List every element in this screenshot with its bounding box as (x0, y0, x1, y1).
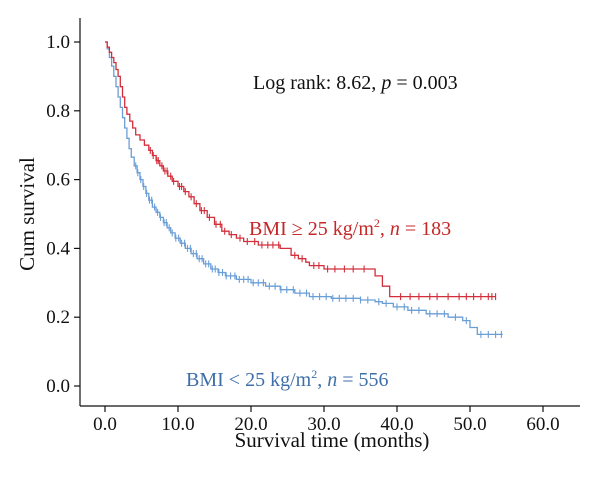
axes (79, 18, 580, 407)
bmi-high-superscript: 2 (374, 216, 380, 230)
logrank-p-symbol: p (379, 72, 391, 94)
bmi-low-comma: , (317, 369, 327, 391)
y-tick-label: 0.4 (46, 238, 70, 259)
bmi-low-n-symbol: n (327, 369, 337, 391)
y-tick-label: 0.6 (46, 170, 70, 191)
ticks: 0.0 10.0 20.0 30.0 40.0 50.0 60.0 0.0 0.2 0.4 0.6 0… (46, 32, 559, 435)
x-axis-title: Survival time (months) (235, 428, 430, 452)
bmi-low-label: BMI < 25 kg/m2, n = 556 (186, 367, 388, 391)
logrank-suffix: = 0.003 (391, 72, 457, 94)
bmi-high-n-symbol: n (390, 218, 400, 240)
bmi-low-survival-line (105, 41, 503, 336)
bmi-low-superscript: 2 (311, 367, 317, 381)
x-tick-label: 30.0 (307, 414, 340, 435)
x-tick-label: 0.0 (93, 414, 117, 435)
y-tick-label: 0.0 (46, 376, 70, 397)
y-tick-label: 1.0 (46, 32, 70, 53)
y-tick-label: 0.2 (46, 307, 70, 328)
logrank-prefix: Log rank: 8.62, (253, 72, 381, 94)
bmi-low-prefix: BMI < 25 kg/m (186, 369, 312, 391)
x-tick-label: 50.0 (453, 414, 486, 435)
y-tick-label: 0.8 (46, 101, 70, 122)
x-tick-label: 20.0 (234, 414, 267, 435)
x-tick-label: 60.0 (526, 414, 559, 435)
x-tick-label: 40.0 (380, 414, 413, 435)
survival-curves (105, 41, 503, 338)
logrank-annotation: Log rank: 8.62, p = 0.003 (253, 72, 458, 94)
bmi-low-suffix: = 556 (337, 369, 388, 391)
bmi-high-prefix: BMI ≥ 25 kg/m (249, 218, 374, 240)
bmi-high-suffix: = 183 (400, 218, 451, 240)
y-axis-title: Cum survival (15, 157, 39, 271)
bmi-high-comma: , (380, 218, 390, 240)
bmi-high-label: BMI ≥ 25 kg/m2, n = 183 (249, 216, 451, 240)
x-tick-label: 10.0 (161, 414, 194, 435)
